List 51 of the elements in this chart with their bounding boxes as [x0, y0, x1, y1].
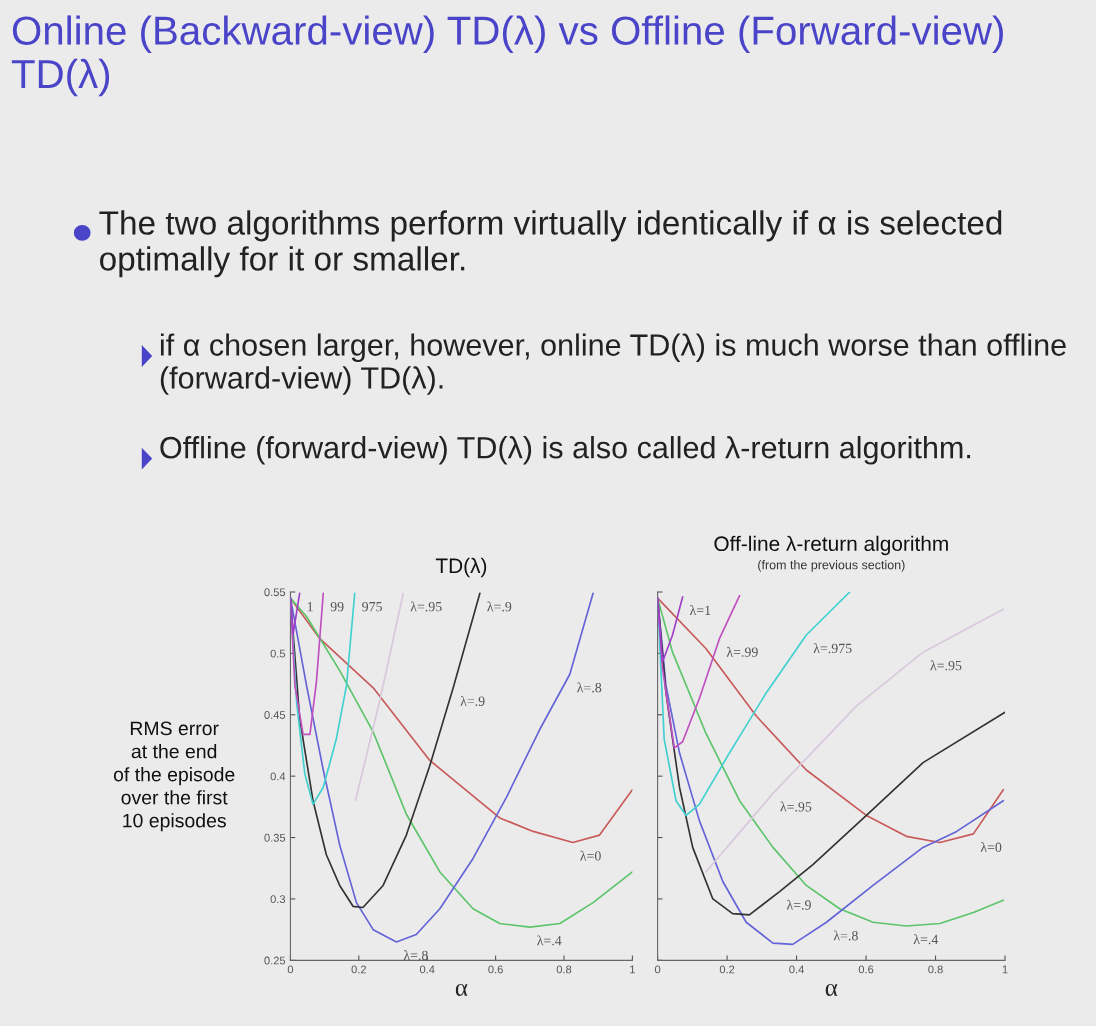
- line-series: [290, 597, 633, 929]
- y-tick-label: 0.45: [264, 711, 286, 719]
- line-series: [290, 592, 356, 806]
- y-tick-label: 0.35: [264, 833, 286, 842]
- annotation: λ=.99: [726, 646, 758, 657]
- y-tick-label: 0.4: [270, 772, 286, 781]
- annotation: 99: [330, 602, 344, 612]
- annotation: λ=.9: [460, 695, 485, 706]
- chart-title: TD(λ): [435, 557, 487, 578]
- text: if α chosen larger, however, online TD(λ) is much worse than offline (forward-view) TD(λ).: [160, 333, 1066, 395]
- x-axis-title: α: [455, 983, 468, 996]
- annotation: λ=0: [580, 850, 601, 861]
- x-tick-label: 0.4: [419, 965, 435, 974]
- x-tick-label: 0.2: [719, 965, 735, 974]
- annotation: λ=0: [980, 842, 1002, 852]
- text: Offline (forward-view) TD(λ) is also called λ-return algorithm.: [160, 436, 971, 465]
- x-tick-label: 0.6: [488, 965, 503, 974]
- x-tick-label: 0.8: [928, 965, 943, 974]
- x-tick-label: 0.6: [858, 965, 874, 974]
- text: The two algorithms perform virtually identically if α is selected optimally for it or smaller.: [99, 210, 1002, 278]
- x-tick-label: 1: [630, 965, 635, 974]
- annotation: λ=.95: [930, 660, 962, 671]
- y-tick-label: 0.55: [264, 588, 286, 597]
- chart-title: Off-line λ-return algorithm: [714, 535, 948, 556]
- annotation: λ=.4: [913, 934, 939, 945]
- annotation: λ=1: [689, 605, 711, 615]
- line-series: [290, 592, 325, 736]
- x-tick-label: 0: [654, 965, 661, 974]
- chart-subtitle: (from the previous section): [758, 560, 905, 572]
- annotation: λ=.8: [577, 682, 602, 693]
- annotation: λ=.4: [537, 935, 562, 946]
- annotation: 975: [362, 602, 382, 612]
- annotation: λ=.8: [403, 950, 428, 961]
- annotation: 1: [307, 602, 313, 612]
- x-tick-label: 0.8: [556, 965, 572, 974]
- annotation: λ=.9: [487, 601, 512, 612]
- y-axis-title: RMS error at the end of the episode over the first 10 episodes: [113, 721, 235, 832]
- y-tick-label: 0.5: [270, 649, 286, 658]
- annotation: λ=.975: [813, 643, 852, 654]
- x-tick-label: 1: [1002, 965, 1008, 974]
- text: Online (Backward-view) TD(λ) vs Offline (Forward-view) TD(λ): [11, 15, 1003, 97]
- annotation: λ=.9: [786, 899, 811, 910]
- x-axis-title: α: [825, 983, 838, 996]
- annotation: λ=.8: [833, 930, 858, 941]
- annotation: λ=.95: [780, 801, 812, 812]
- x-tick-label: 0: [287, 965, 294, 974]
- x-tick-label: 0.2: [351, 965, 366, 974]
- annotation: λ=.95: [410, 601, 442, 612]
- y-tick-label: 0.3: [270, 895, 286, 904]
- y-tick-label: 0.25: [264, 956, 286, 965]
- x-tick-label: 0.4: [789, 965, 804, 974]
